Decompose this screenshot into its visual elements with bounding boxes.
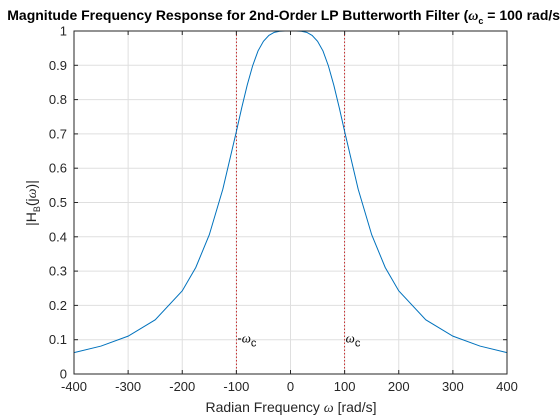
x-tick-label: 0 [287,379,294,394]
cutoff-annotation: ωc [346,331,361,350]
x-tick-label: 300 [442,379,464,394]
y-axis-label: |HB(jω)| [23,180,42,226]
y-tick-label: 0 [60,367,67,382]
x-tick-label: 400 [496,379,518,394]
y-tick-label: 0.3 [49,264,67,279]
x-tick-label: 200 [388,379,410,394]
y-tick-label: 0.4 [49,229,67,244]
x-tick-label: -300 [115,379,141,394]
x-axis-label: Radian Frequency ω [rad/s] [206,399,377,416]
y-tick-label: 0.9 [49,58,67,73]
y-tick-label: 0.6 [49,161,67,176]
y-tick-label: 0.8 [49,92,67,107]
y-tick-label: 0.1 [49,332,67,347]
y-tick-label: 1 [60,24,67,39]
chart-title: Magnitude Frequency Response for 2nd-Ord… [7,7,560,26]
y-tick-label: 0.5 [49,195,67,210]
x-tick-label: -200 [169,379,195,394]
y-tick-label: 0.7 [49,126,67,141]
plot-area: -400 -300 -200 -100 0 100 200 300 400 0 0.1 0.2 0.3 0… [49,24,518,395]
x-tick-label: 100 [334,379,356,394]
x-tick-label: -400 [61,379,87,394]
y-tick-label: 0.2 [49,298,67,313]
cutoff-annotation: -ωc [237,331,257,350]
x-tick-label: -100 [223,379,249,394]
